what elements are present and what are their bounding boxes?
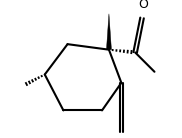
- Text: O: O: [139, 0, 148, 11]
- Polygon shape: [106, 14, 111, 50]
